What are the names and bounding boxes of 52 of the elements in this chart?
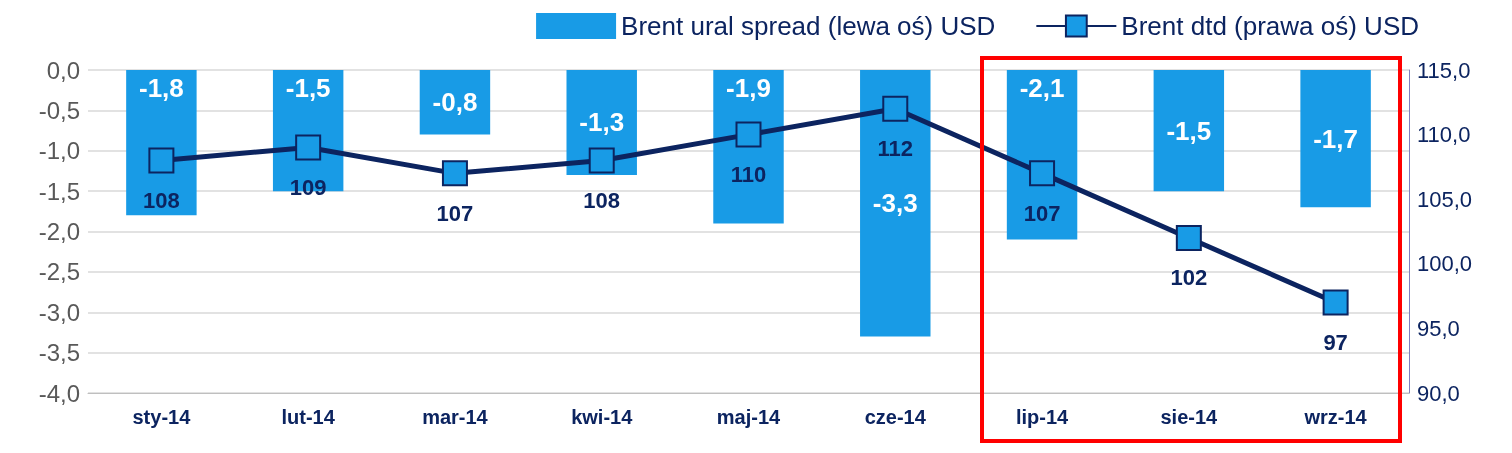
- x-tick-label: cze-14: [864, 406, 927, 428]
- data-label: 112: [877, 136, 914, 162]
- data-label: -1,8: [138, 73, 184, 103]
- data-label: -1,7: [1313, 123, 1359, 154]
- y-tick-label: -4,0: [38, 379, 80, 407]
- y-tick-label: -0,5: [38, 96, 80, 124]
- y-tick-label: -3,5: [38, 339, 80, 367]
- data-label: -1,3: [579, 107, 625, 138]
- point: [882, 95, 909, 122]
- data-label: 108: [143, 187, 180, 213]
- data-label: -3,3: [872, 188, 918, 219]
- y2-tick-label: 100,0: [1417, 251, 1473, 277]
- point: [1175, 224, 1202, 251]
- y2-tick-label: 115,0: [1417, 57, 1471, 83]
- data-label: -1,5: [285, 73, 331, 103]
- data-label: 108: [583, 187, 621, 213]
- y-tick-label: -1,0: [38, 137, 80, 165]
- y-tick-label: -2,5: [38, 258, 80, 286]
- data-label: 110: [730, 162, 767, 188]
- data-label: 107: [1023, 200, 1061, 226]
- point: [295, 134, 322, 161]
- point: [735, 121, 762, 148]
- x-tick-label: lut-14: [281, 406, 336, 428]
- x-tick-label: sty-14: [132, 406, 192, 428]
- data-label: -1,9: [726, 73, 771, 103]
- data-label: 107: [436, 200, 474, 226]
- data-label: 102: [1170, 265, 1208, 291]
- data-label: 97: [1323, 330, 1348, 356]
- y2-tick-label: 105,0: [1417, 186, 1473, 212]
- x-tick-label: maj-14: [716, 406, 782, 428]
- legend-label: Brent dtd (prawa oś) USD: [1121, 11, 1419, 41]
- legend-label: Brent ural spread (lewa oś) USD: [621, 11, 996, 41]
- data-label: -2,1: [1019, 73, 1065, 103]
- point: [1029, 160, 1056, 187]
- point: [1322, 289, 1349, 316]
- y-tick-label: -1,5: [38, 177, 80, 205]
- y2-tick-label: 90,0: [1417, 380, 1460, 406]
- y2-tick-label: 95,0: [1417, 315, 1460, 341]
- point: [588, 147, 615, 174]
- data-label: -0,8: [432, 87, 478, 118]
- x-tick-label: wrz-14: [1303, 406, 1368, 428]
- x-tick-label: sie-14: [1160, 406, 1219, 428]
- data-label: -1,5: [1166, 115, 1212, 146]
- y-tick-label: 0,0: [46, 56, 80, 84]
- point: [148, 147, 175, 174]
- x-tick-label: mar-14: [422, 406, 489, 428]
- y2-tick-label: 110,0: [1417, 122, 1471, 148]
- x-tick-label: lip-14: [1015, 406, 1070, 428]
- y-tick-label: -2,0: [38, 218, 80, 245]
- y-tick-label: -3,0: [38, 298, 80, 326]
- point: [441, 160, 468, 187]
- x-tick-label: kwi-14: [571, 406, 634, 428]
